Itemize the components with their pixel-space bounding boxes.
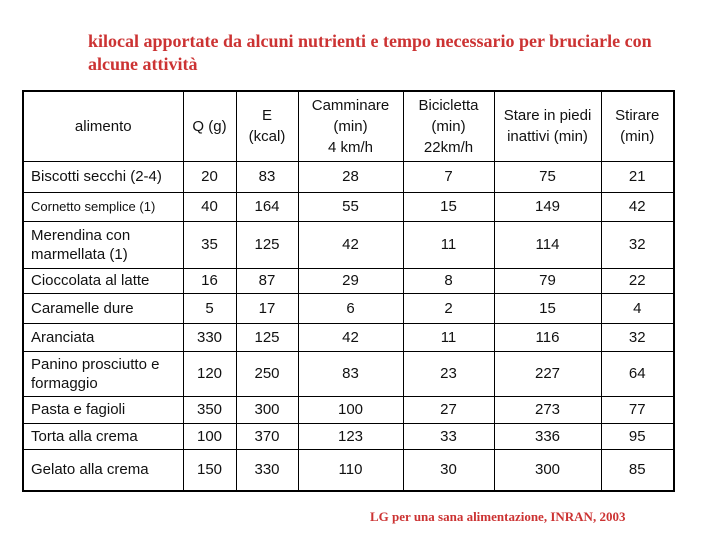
table-row: Pasta e fagioli 350 300 100 27 273 77 [22, 395, 675, 424]
row-label: Gelato alla crema [22, 448, 184, 492]
table-row: Cornetto semplice (1) 40 164 55 15 149 4… [22, 191, 675, 222]
cell-camminare: 29 [297, 267, 404, 294]
cell-energia: 125 [235, 322, 299, 352]
cell-quantita: 330 [182, 322, 237, 352]
cell-quantita: 100 [182, 422, 237, 450]
cell-camminare: 100 [297, 395, 404, 424]
row-label: Aranciata [22, 322, 184, 352]
cell-stare: 227 [493, 350, 602, 397]
cell-stirare: 32 [600, 322, 675, 352]
cell-bicicletta: 27 [402, 395, 495, 424]
header-camminare: Camminare (min) 4 km/h [297, 90, 404, 162]
cell-stare: 336 [493, 422, 602, 450]
nutrients-table: alimento Q (g) E (kcal) Camminare (min) … [22, 90, 675, 492]
cell-stare: 116 [493, 322, 602, 352]
cell-bicicletta: 8 [402, 267, 495, 294]
table-header-row: alimento Q (g) E (kcal) Camminare (min) … [22, 90, 675, 162]
row-label: Biscotti secchi (2-4) [22, 160, 184, 193]
cell-stare: 79 [493, 267, 602, 294]
cell-bicicletta: 11 [402, 322, 495, 352]
cell-stare: 273 [493, 395, 602, 424]
row-label: Cioccolata al latte [22, 267, 184, 294]
cell-camminare: 6 [297, 292, 404, 324]
cell-quantita: 120 [182, 350, 237, 397]
cell-stirare: 95 [600, 422, 675, 450]
cell-quantita: 350 [182, 395, 237, 424]
cell-stare: 75 [493, 160, 602, 193]
cell-quantita: 40 [182, 191, 237, 222]
cell-stirare: 85 [600, 448, 675, 492]
table-row: Torta alla crema 100 370 123 33 336 95 [22, 422, 675, 450]
table-row: Cioccolata al latte 16 87 29 8 79 22 [22, 267, 675, 294]
row-label: Panino prosciutto e formaggio [22, 350, 184, 397]
cell-stirare: 4 [600, 292, 675, 324]
cell-camminare: 42 [297, 220, 404, 269]
row-label: Merendina con marmellata (1) [22, 220, 184, 269]
cell-energia: 17 [235, 292, 299, 324]
cell-stare: 149 [493, 191, 602, 222]
header-alimento: alimento [22, 90, 184, 162]
header-quantita: Q (g) [182, 90, 237, 162]
cell-energia: 250 [235, 350, 299, 397]
table-row: Panino prosciutto e formaggio 120 250 83… [22, 350, 675, 397]
cell-bicicletta: 11 [402, 220, 495, 269]
cell-energia: 330 [235, 448, 299, 492]
cell-bicicletta: 2 [402, 292, 495, 324]
table-row: Gelato alla crema 150 330 110 30 300 85 [22, 448, 675, 492]
table-row: Aranciata 330 125 42 11 116 32 [22, 322, 675, 352]
cell-stare: 15 [493, 292, 602, 324]
cell-energia: 370 [235, 422, 299, 450]
cell-energia: 300 [235, 395, 299, 424]
header-stirare: Stirare (min) [600, 90, 675, 162]
source-citation: LG per una sana alimentazione, INRAN, 20… [370, 509, 626, 524]
cell-bicicletta: 30 [402, 448, 495, 492]
cell-quantita: 35 [182, 220, 237, 269]
cell-quantita: 16 [182, 267, 237, 294]
cell-stirare: 77 [600, 395, 675, 424]
cell-energia: 87 [235, 267, 299, 294]
cell-stirare: 64 [600, 350, 675, 397]
row-label: Cornetto semplice (1) [22, 191, 184, 222]
cell-stare: 114 [493, 220, 602, 269]
cell-camminare: 55 [297, 191, 404, 222]
cell-camminare: 28 [297, 160, 404, 193]
row-label: Torta alla crema [22, 422, 184, 450]
cell-camminare: 110 [297, 448, 404, 492]
header-energia: E (kcal) [235, 90, 299, 162]
header-bicicletta: Bicicletta (min) 22km/h [402, 90, 495, 162]
cell-bicicletta: 15 [402, 191, 495, 222]
cell-quantita: 20 [182, 160, 237, 193]
cell-quantita: 150 [182, 448, 237, 492]
cell-energia: 125 [235, 220, 299, 269]
table-row: Biscotti secchi (2-4) 20 83 28 7 75 21 [22, 160, 675, 193]
cell-bicicletta: 23 [402, 350, 495, 397]
table-row: Merendina con marmellata (1) 35 125 42 1… [22, 220, 675, 269]
cell-camminare: 42 [297, 322, 404, 352]
table-row: Caramelle dure 5 17 6 2 15 4 [22, 292, 675, 324]
cell-stirare: 22 [600, 267, 675, 294]
cell-stirare: 32 [600, 220, 675, 269]
cell-camminare: 83 [297, 350, 404, 397]
cell-quantita: 5 [182, 292, 237, 324]
cell-stirare: 21 [600, 160, 675, 193]
row-label: Pasta e fagioli [22, 395, 184, 424]
slide-title: kilocal apportate da alcuni nutrienti e … [88, 31, 652, 74]
cell-energia: 83 [235, 160, 299, 193]
cell-bicicletta: 33 [402, 422, 495, 450]
row-label: Caramelle dure [22, 292, 184, 324]
cell-stare: 300 [493, 448, 602, 492]
cell-stirare: 42 [600, 191, 675, 222]
cell-bicicletta: 7 [402, 160, 495, 193]
header-stare-in-piedi: Stare in piedi inattivi (min) [493, 90, 602, 162]
cell-energia: 164 [235, 191, 299, 222]
cell-camminare: 123 [297, 422, 404, 450]
